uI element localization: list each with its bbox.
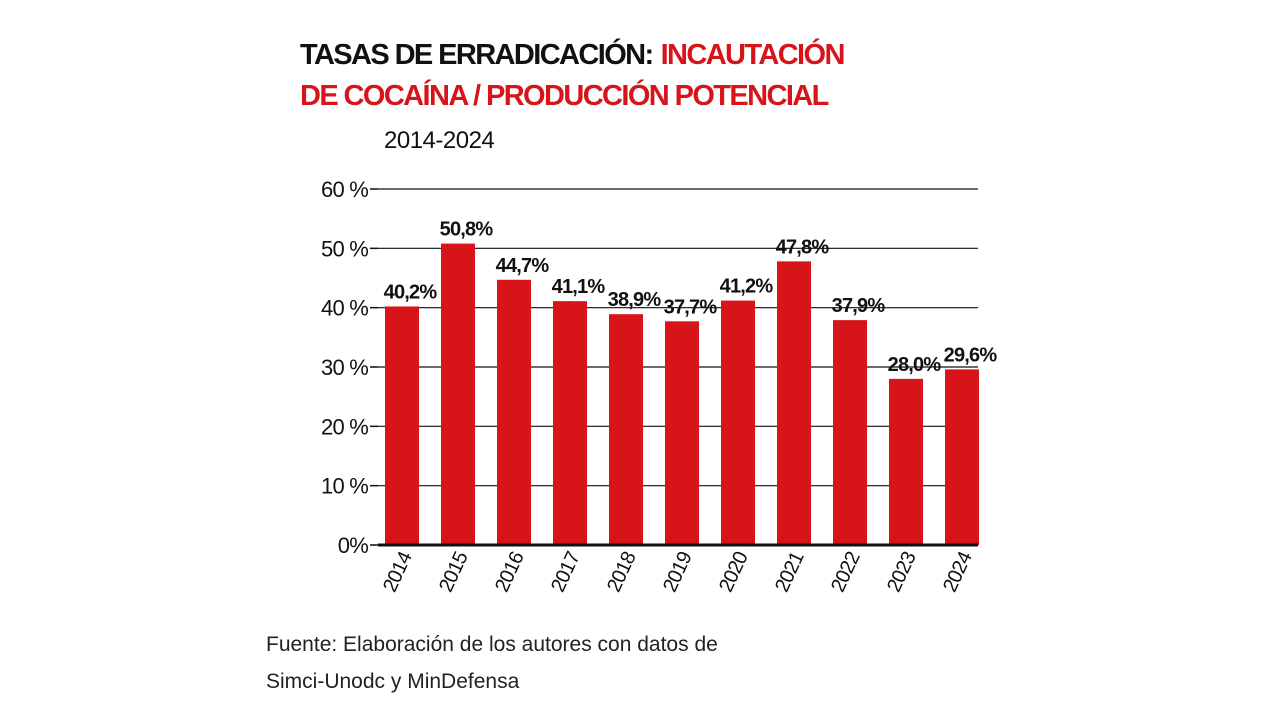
- value-label: 37,7%: [664, 296, 718, 318]
- y-tick-label: 40 %: [321, 296, 368, 321]
- x-tick-label: 2024: [939, 548, 977, 595]
- bar: [441, 243, 475, 545]
- chart-title: DE COCAÍNA / PRODUCCIÓN POTENCIAL: [300, 78, 829, 112]
- value-label: 29,6%: [944, 344, 998, 366]
- y-tick-label: 30 %: [321, 355, 368, 380]
- x-tick-label: 2018: [603, 548, 641, 595]
- bar: [553, 301, 587, 545]
- value-label: 41,1%: [552, 276, 606, 298]
- bar: [889, 378, 923, 545]
- bar: [385, 306, 419, 545]
- value-label: 28,0%: [888, 354, 942, 376]
- chart-title: INCAUTACIÓN: [661, 37, 844, 71]
- y-tick-label: 10 %: [321, 474, 368, 499]
- y-tick-label: 20 %: [321, 414, 368, 439]
- value-label: 50,8%: [440, 219, 494, 241]
- source-note: Simci-Unodc y MinDefensa: [266, 670, 520, 693]
- x-tick-label: 2016: [491, 548, 529, 595]
- bar: [833, 320, 867, 545]
- bar: [945, 369, 979, 545]
- x-tick-label: 2020: [715, 548, 753, 595]
- bar: [497, 279, 531, 545]
- value-label: 40,2%: [384, 281, 438, 303]
- x-tick-label: 2015: [435, 548, 473, 595]
- bar: [665, 321, 699, 545]
- source-note: Fuente: Elaboración de los autores con d…: [266, 633, 718, 656]
- x-tick-label: 2014: [379, 548, 417, 595]
- y-tick-label: 0%: [338, 533, 368, 558]
- x-tick-label: 2019: [659, 548, 697, 595]
- x-tick-label: 2017: [547, 548, 585, 595]
- bar: [609, 314, 643, 545]
- chart-title: TASAS DE ERRADICACIÓN:: [300, 37, 653, 71]
- value-label: 41,2%: [720, 276, 774, 298]
- x-tick-label: 2022: [827, 548, 865, 595]
- value-label: 44,7%: [496, 255, 550, 277]
- chart-subtitle: 2014-2024: [384, 127, 494, 154]
- bar: [721, 300, 755, 545]
- y-tick-label: 50 %: [321, 236, 368, 261]
- value-label: 37,9%: [832, 295, 886, 317]
- y-tick-label: 60 %: [321, 177, 368, 202]
- value-label: 47,8%: [776, 236, 830, 258]
- x-tick-label: 2021: [771, 548, 809, 595]
- x-tick-label: 2023: [883, 548, 921, 595]
- value-label: 38,9%: [608, 289, 662, 311]
- bar: [777, 261, 811, 545]
